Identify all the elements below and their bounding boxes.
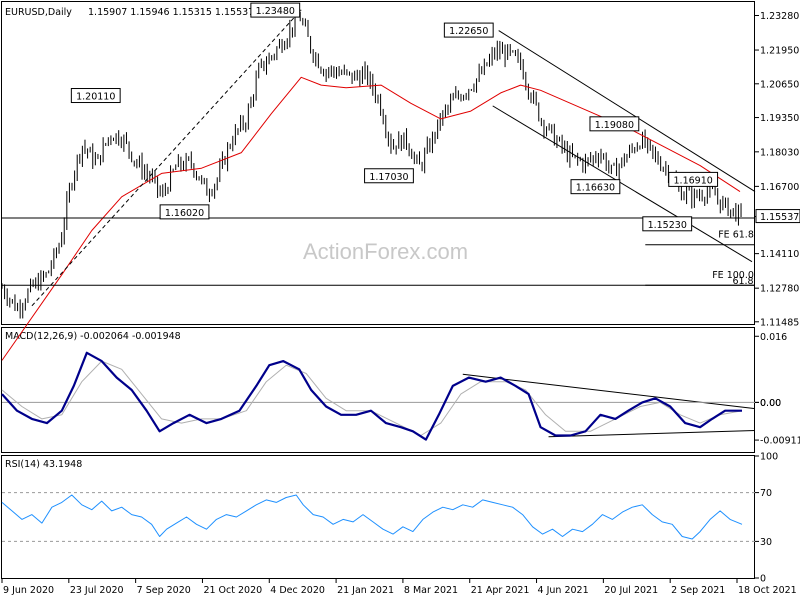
rsi-line	[1, 494, 743, 540]
macd-axis-tick-label: 0.016	[760, 332, 787, 343]
price-label: 1.15230	[648, 220, 687, 231]
time-axis-tick-label: 7 Sep 2020	[137, 585, 191, 596]
price-axis-tick-label: 1.21950	[760, 46, 799, 57]
price-label: 1.20110	[76, 92, 115, 103]
price-label: 1.17030	[369, 172, 408, 183]
price-label-box	[364, 168, 414, 184]
price-label-box	[589, 116, 640, 132]
time-axis-tick-label: 20 Jul 2021	[604, 585, 658, 596]
price-label-box	[250, 2, 301, 18]
price-axis-tick-label: 1.15537	[760, 212, 799, 223]
price-plot: 1.23480 1.20110 1.16020 1.17030 1.22650 1.190…	[1, 2, 756, 361]
macd-axis-tick-label: 0.00	[760, 398, 781, 409]
price-axis-tick-label: 1.14110	[760, 249, 799, 260]
macd-axis-tick-label: -0.009116	[760, 436, 800, 447]
time-axis-tick-label: 9 Jun 2020	[3, 585, 54, 596]
price-label: 1.19080	[595, 120, 634, 131]
macd-plot	[1, 351, 756, 441]
trend-line	[498, 30, 756, 192]
rsi-axis-tick-label: 100	[760, 452, 778, 463]
price-label-box	[668, 171, 719, 187]
time-axis-tick-label: 18 Oct 2021	[738, 585, 797, 596]
price-label-box	[642, 216, 693, 232]
price-label-box	[570, 179, 621, 195]
price-axis-tick-label: 1.20650	[760, 79, 799, 90]
fibonacci-label: FE 61.8	[718, 230, 754, 241]
price-axis-tick-label: 1.12780	[760, 284, 799, 295]
macd-panel-frame	[1, 327, 755, 453]
price-axis-tick-label: 1.23280	[760, 11, 799, 22]
macd-trend-line	[462, 373, 756, 410]
rsi-title: RSI(14) 43.1948	[5, 459, 82, 470]
price-axis-tick-label: 1.18030	[760, 147, 799, 158]
watermark: ActionForex.com	[303, 239, 468, 264]
macd-axis-tick-label: 0.00	[760, 398, 781, 409]
ohlc-readout: 1.15907 1.15946 1.15315 1.15537	[88, 7, 254, 18]
rsi-panel-frame	[1, 455, 755, 579]
price-axis-tick-label: 1.19350	[760, 113, 799, 124]
time-axis-tick-label: 23 Jul 2020	[70, 585, 124, 596]
time-axis-tick-label: 4 Dec 2020	[270, 585, 325, 596]
trend-line-dashed	[31, 9, 302, 307]
fibonacci-label: FE 100.0	[712, 270, 754, 281]
time-axis-tick-label: 4 Jun 2021	[538, 585, 589, 596]
last-price-box	[755, 209, 800, 224]
fibonacci-label: 61.8	[732, 276, 753, 287]
price-axis-tick-label: 1.11485	[760, 317, 799, 328]
rsi-axis-tick-label: 30	[760, 537, 772, 548]
price-label-box	[159, 204, 210, 220]
macd-trend-line	[548, 430, 756, 438]
chart-symbol-label: EURUSD,Daily	[5, 7, 72, 18]
price-label-box	[70, 88, 121, 104]
time-axis-tick-label: 21 Apr 2021	[471, 585, 530, 596]
macd-title: MACD(12,26,9) -0.002064 -0.001948	[5, 331, 181, 342]
price-panel-frame	[1, 1, 755, 325]
time-axis-tick-label: 2 Sep 2021	[671, 585, 725, 596]
price-label: 1.16910	[674, 175, 713, 186]
rsi-plot	[1, 492, 755, 542]
price-label-box	[443, 22, 494, 38]
time-axis-tick-label: 21 Jan 2021	[337, 585, 394, 596]
price-label: 1.22650	[449, 26, 488, 37]
axes: 1.23280 1.21950 1.20650 1.19350 1.18030 1.167…	[1, 11, 800, 596]
time-axis-tick-label: 21 Oct 2020	[203, 585, 262, 596]
price-label: 1.16020	[165, 208, 204, 219]
price-axis-tick-label: 1.16700	[760, 182, 799, 193]
rsi-axis-tick-label: 70	[760, 488, 772, 499]
macd-line	[1, 351, 742, 441]
price-label: 1.23480	[256, 6, 295, 17]
rsi-axis-tick-label: 0	[760, 574, 766, 585]
trend-line	[492, 105, 753, 263]
price-label: 1.16630	[576, 183, 615, 194]
time-axis-tick-label: 8 Mar 2021	[404, 585, 458, 596]
